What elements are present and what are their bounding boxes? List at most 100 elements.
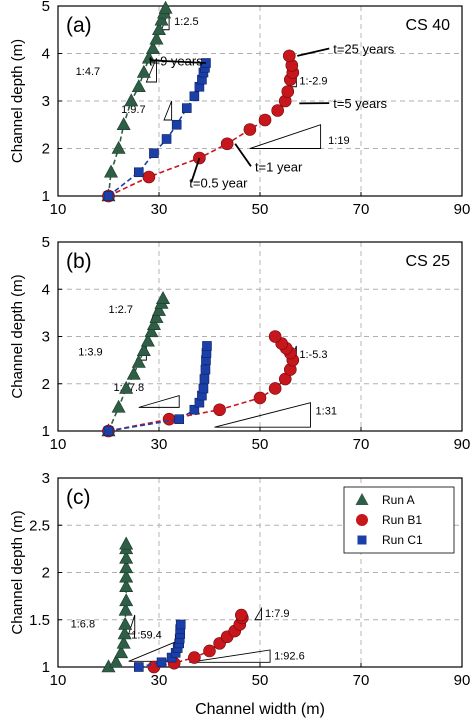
slope-triangle <box>214 402 311 428</box>
data-point <box>142 170 156 184</box>
slope-label: 1:7.9 <box>265 608 289 620</box>
data-point <box>103 191 114 201</box>
legend: Run A Run B1 Run C1 <box>343 486 455 554</box>
data-point <box>131 354 146 368</box>
slope-label: 1:-5.3 <box>299 349 327 361</box>
data-point <box>189 91 200 102</box>
x-tick-label: 10 <box>50 436 67 453</box>
x-tick-label: 70 <box>353 672 370 689</box>
x-tick-label: 30 <box>151 436 168 453</box>
data-point <box>119 536 134 550</box>
legend-marker <box>356 514 368 526</box>
data-point <box>156 657 167 668</box>
y-tick-label: 5 <box>42 0 50 15</box>
legend-label: Run B1 <box>382 513 422 527</box>
y-tick-label: 2 <box>42 376 50 393</box>
y-tick-label: 3 <box>42 93 50 110</box>
y-tick-label: 3 <box>42 470 50 487</box>
slope-triangle <box>249 124 322 149</box>
time-annotation: t=1 year <box>255 159 303 174</box>
data-point <box>181 103 192 113</box>
data-point <box>119 593 134 607</box>
y-tick-label: 2.5 <box>29 517 50 534</box>
section-label: CS 25 <box>406 253 451 270</box>
x-tick-label: 10 <box>50 672 67 689</box>
x-tick-label: 90 <box>454 672 471 689</box>
legend-marker <box>357 535 367 545</box>
x-tick-label: 50 <box>252 672 269 689</box>
data-point <box>140 333 155 347</box>
data-point <box>268 382 282 395</box>
data-point <box>116 635 131 649</box>
data-point <box>119 380 134 394</box>
slope-triangle <box>254 606 262 621</box>
y-tick-label: 4 <box>42 281 50 298</box>
y-tick-label: 5 <box>42 234 50 251</box>
x-tick-label: 70 <box>353 436 370 453</box>
data-point <box>161 134 172 144</box>
data-point <box>119 569 134 583</box>
slope-triangle <box>189 649 271 663</box>
panel-label: (b) <box>66 250 92 273</box>
data-point <box>119 550 134 564</box>
x-tick-label: 50 <box>252 201 269 218</box>
y-tick-label: 1.5 <box>29 612 50 629</box>
data-point <box>158 0 173 14</box>
time-annotation: t=5 years <box>333 96 387 111</box>
y-tick-label: 1 <box>42 188 50 205</box>
data-point <box>131 79 146 93</box>
data-point <box>213 403 226 417</box>
section-label: CS 40 <box>406 17 451 34</box>
data-point <box>198 383 209 394</box>
data-point <box>136 343 151 356</box>
x-tick-label: 30 <box>151 672 168 689</box>
data-point <box>282 49 296 63</box>
y-tick-label: 2 <box>42 565 50 582</box>
data-point <box>174 414 184 424</box>
data-point <box>281 85 295 98</box>
annotation-arrow <box>234 143 252 167</box>
data-point <box>103 426 114 436</box>
y-tick-label: 1 <box>42 659 50 676</box>
data-point <box>104 164 119 178</box>
y-tick-label: 2 <box>42 141 50 158</box>
time-annotation: t=25 years <box>333 42 395 57</box>
slope-label: 1:92.6 <box>274 650 305 662</box>
data-point <box>162 412 176 426</box>
legend-marker <box>355 493 369 505</box>
data-point <box>188 651 201 664</box>
slope-label: 1:4.7 <box>76 66 100 78</box>
data-point <box>144 324 159 338</box>
y-tick-label: 4 <box>42 46 50 63</box>
slope-label: 1:19 <box>328 135 349 147</box>
x-axis-label: Channel width (m) <box>195 701 325 718</box>
data-point <box>109 654 124 668</box>
data-point <box>271 104 284 117</box>
panel-a: 10 30 50 70 90 1 2 3 4 5 Channel depth (m) (a) CS 40… <box>9 0 470 218</box>
slope-label: 1:9.7 <box>121 104 145 116</box>
x-tick-label: 50 <box>252 436 269 453</box>
data-point <box>243 123 257 136</box>
data-point <box>119 560 134 574</box>
panel-label: (c) <box>66 486 91 509</box>
data-point <box>253 391 267 405</box>
data-point <box>189 404 200 415</box>
time-annotation: t=9 years <box>149 53 203 68</box>
data-point <box>117 626 132 640</box>
x-tick-label: 90 <box>454 436 471 453</box>
slope-label: 1:3.9 <box>78 346 102 358</box>
x-tick-label: 10 <box>50 201 67 218</box>
data-point <box>154 12 169 26</box>
y-axis-label: Channel depth (m) <box>9 274 26 398</box>
legend-label: Run A <box>382 493 415 507</box>
data-point <box>111 399 126 413</box>
data-point <box>124 93 139 107</box>
slope-triangle <box>163 100 173 121</box>
data-point <box>134 167 144 178</box>
data-point <box>116 117 131 131</box>
data-point <box>134 662 144 672</box>
data-point <box>203 644 216 658</box>
data-point <box>119 579 134 592</box>
annotation-arrow <box>150 59 207 64</box>
